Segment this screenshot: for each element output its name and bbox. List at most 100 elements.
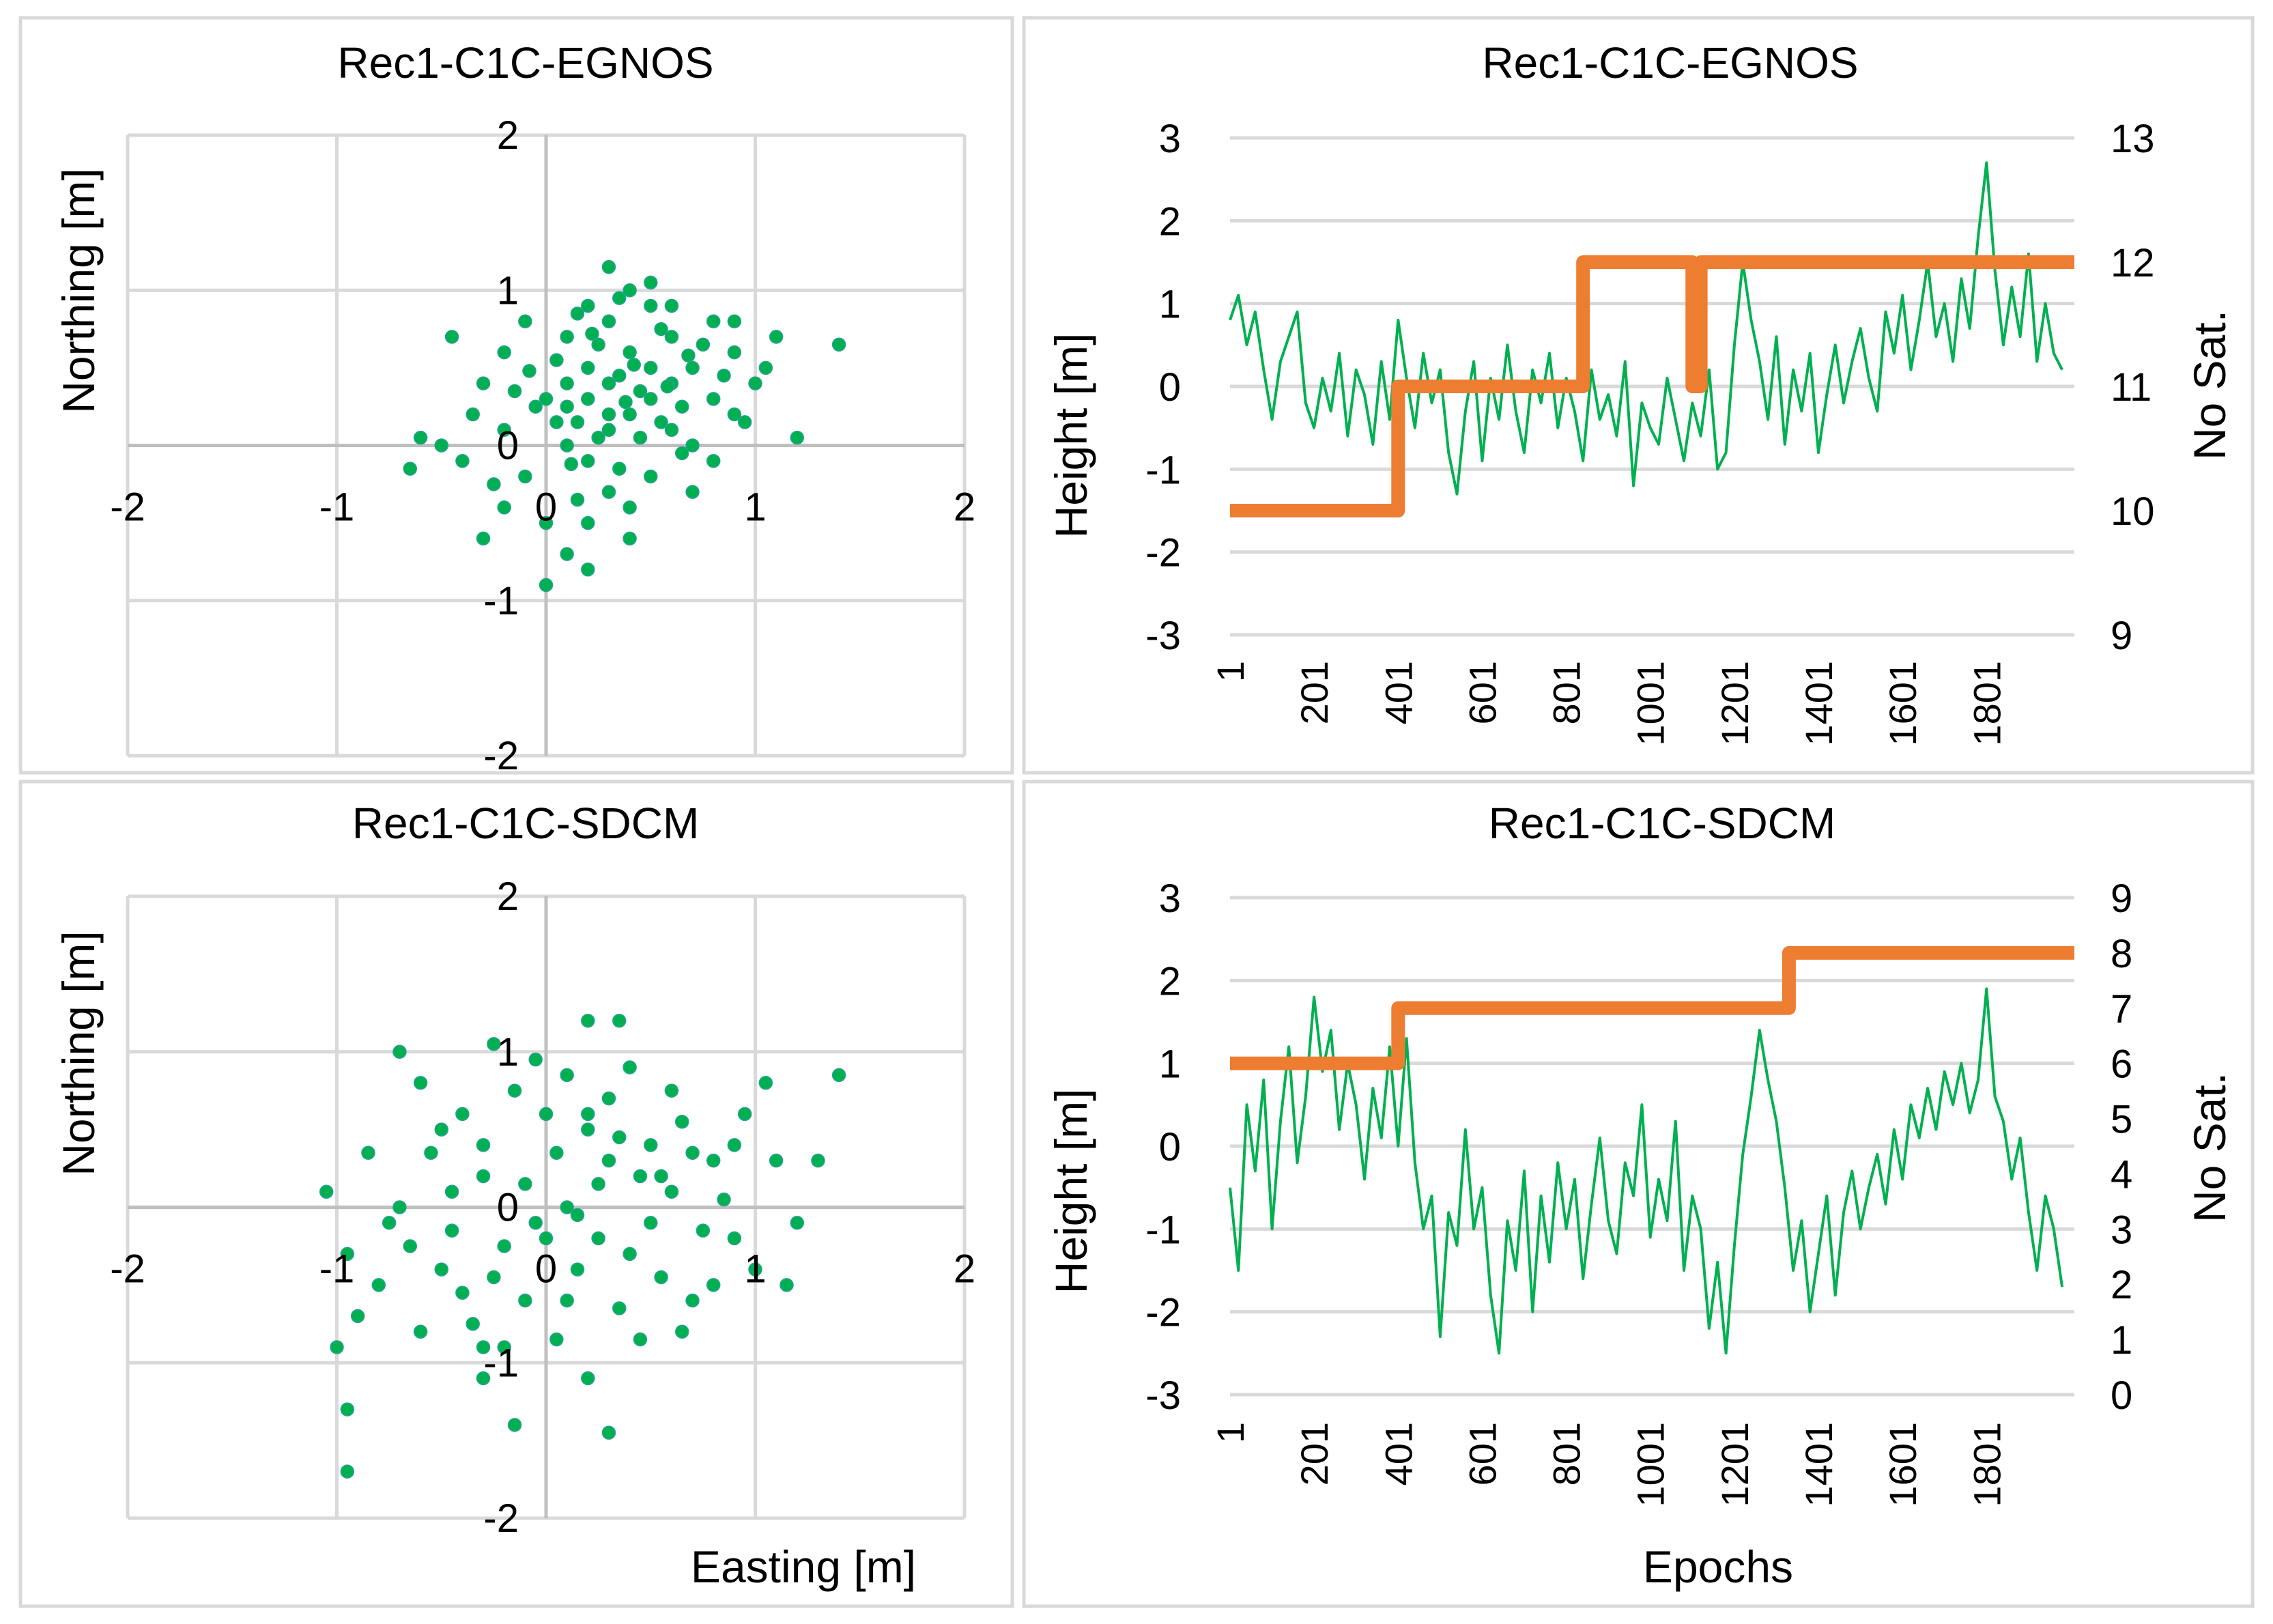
scatter-plot-sdcm: -2 -1 0 1 2 -2 -1 0 1 2 bbox=[110, 874, 975, 1541]
data-point bbox=[403, 1239, 418, 1253]
data-point bbox=[528, 1052, 543, 1067]
data-point bbox=[466, 407, 480, 422]
data-point bbox=[570, 1262, 585, 1277]
data-point bbox=[727, 314, 742, 328]
y-tick-label: -1 bbox=[1145, 1208, 1181, 1252]
data-point bbox=[612, 1130, 627, 1145]
data-point bbox=[570, 1208, 585, 1223]
x-tick-label: 801 bbox=[1545, 661, 1588, 724]
data-point bbox=[487, 1270, 501, 1285]
y-tick-label: 0 bbox=[497, 1186, 519, 1230]
y-tick-label: 3 bbox=[1159, 877, 1181, 921]
y-right-tick-label: 10 bbox=[2111, 489, 2155, 534]
data-point bbox=[644, 360, 658, 375]
data-point bbox=[654, 1169, 668, 1184]
data-point bbox=[623, 531, 637, 546]
chart-title: Rec1-C1C-EGNOS bbox=[337, 38, 713, 87]
data-point bbox=[424, 1145, 438, 1160]
y-tick-label: 2 bbox=[1159, 199, 1181, 244]
data-point bbox=[696, 337, 711, 352]
x-tick-label: 1801 bbox=[1965, 1422, 2008, 1507]
data-point bbox=[581, 298, 595, 313]
x-tick-label: 1601 bbox=[1881, 661, 1924, 746]
y-right-tick-label: 9 bbox=[2111, 614, 2132, 658]
x-tick-label: 601 bbox=[1461, 661, 1504, 724]
y-tick-label: 2 bbox=[497, 874, 519, 919]
data-point bbox=[564, 457, 579, 472]
y-right-tick-label: 12 bbox=[2111, 241, 2155, 285]
data-point bbox=[685, 1293, 700, 1308]
satellite-count-line bbox=[1230, 255, 2074, 517]
data-point bbox=[434, 438, 448, 453]
y-axis-label: Height [m] bbox=[1046, 333, 1096, 539]
x-tick-label: -1 bbox=[319, 485, 355, 530]
data-point bbox=[497, 500, 511, 515]
data-point bbox=[581, 392, 595, 406]
data-point bbox=[497, 345, 511, 360]
y-axis-right-label: No Sat. bbox=[2184, 1072, 2235, 1223]
y-right-tick-label: 3 bbox=[2111, 1208, 2132, 1252]
data-point bbox=[518, 469, 532, 484]
y-tick-label: 1 bbox=[497, 268, 519, 313]
data-point bbox=[560, 1068, 574, 1083]
panel-top-left bbox=[18, 16, 1014, 775]
data-point bbox=[681, 348, 696, 362]
data-point bbox=[601, 1091, 616, 1106]
y-right-tick-label: 4 bbox=[2111, 1152, 2132, 1197]
data-point bbox=[623, 407, 637, 422]
data-point bbox=[539, 1231, 554, 1246]
data-point bbox=[601, 376, 616, 390]
data-point bbox=[319, 1184, 334, 1199]
data-point bbox=[444, 1184, 459, 1199]
y-right-tick-label: 8 bbox=[2111, 932, 2132, 976]
data-point bbox=[570, 307, 585, 321]
data-point bbox=[591, 337, 605, 352]
chart-title: Rec1-C1C-SDCM bbox=[1489, 799, 1836, 848]
data-point bbox=[560, 1200, 574, 1214]
x-tick-label: 1 bbox=[1209, 661, 1252, 682]
data-point bbox=[627, 358, 641, 372]
data-point bbox=[685, 485, 700, 499]
data-point bbox=[811, 1153, 825, 1168]
data-point bbox=[528, 399, 543, 414]
x-tick-label: 1 bbox=[744, 1247, 766, 1292]
data-point bbox=[581, 515, 595, 530]
x-axis-label: Epochs bbox=[1643, 1541, 1793, 1592]
data-point bbox=[601, 485, 616, 499]
y-tick-label: -2 bbox=[483, 1496, 519, 1541]
x-tick-label: 0 bbox=[535, 1247, 557, 1292]
data-point bbox=[706, 453, 721, 468]
x-tick-label: 1 bbox=[744, 485, 766, 530]
panel-bottom-right bbox=[1022, 780, 2255, 1608]
data-point bbox=[727, 407, 742, 422]
data-point bbox=[340, 1247, 355, 1262]
data-point bbox=[497, 1239, 511, 1253]
y-axis-label: Northing [m] bbox=[53, 930, 104, 1176]
data-point bbox=[591, 1231, 605, 1246]
data-point bbox=[413, 1324, 428, 1339]
data-point bbox=[476, 1138, 491, 1152]
data-point bbox=[737, 1107, 752, 1122]
y-tick-label: -1 bbox=[483, 1341, 519, 1385]
data-point bbox=[581, 1013, 595, 1028]
data-point bbox=[476, 1169, 491, 1184]
data-point bbox=[644, 275, 658, 290]
y-right-tick-label: 9 bbox=[2111, 877, 2132, 921]
data-point bbox=[664, 423, 679, 438]
data-point bbox=[528, 1216, 543, 1230]
data-point bbox=[570, 415, 585, 429]
data-point bbox=[758, 360, 773, 375]
data-point bbox=[654, 322, 668, 337]
data-point bbox=[633, 1332, 648, 1347]
data-point bbox=[560, 399, 574, 414]
y-tick-label: 2 bbox=[1159, 959, 1181, 1003]
data-point bbox=[601, 259, 616, 274]
data-point bbox=[361, 1145, 375, 1160]
data-point bbox=[522, 364, 537, 378]
data-point bbox=[549, 353, 564, 367]
x-tick-label: 2 bbox=[954, 1247, 975, 1292]
y-tick-label: 2 bbox=[497, 113, 519, 158]
data-point bbox=[330, 1340, 344, 1354]
